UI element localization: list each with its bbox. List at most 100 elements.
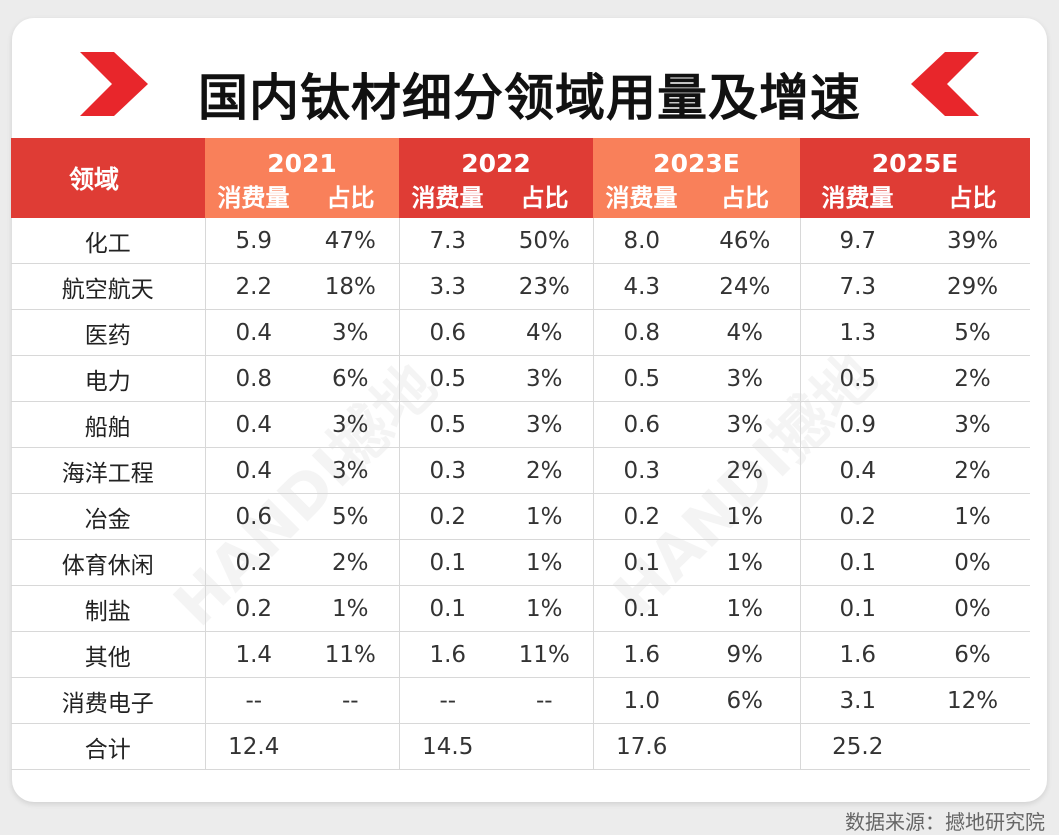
table-row: 船舶 0.4 3% 0.5 3% 0.6 3% 0.9 3% (11, 401, 1031, 448)
share-cell: 3% (915, 401, 1031, 448)
share-cell: 1% (302, 585, 399, 632)
share-cell: 4% (496, 309, 593, 356)
share-cell: 2% (915, 447, 1031, 494)
share-cell: 5% (915, 309, 1031, 356)
table-row: 冶金 0.6 5% 0.2 1% 0.2 1% 0.2 1% (11, 493, 1031, 540)
consumption-cell: 0.1 (398, 585, 496, 632)
area-cell: 船舶 (11, 401, 205, 448)
consumption-cell: 0.8 (204, 355, 302, 402)
consumption-cell: 0.5 (398, 355, 496, 402)
consumption-cell: 3.1 (799, 677, 916, 724)
area-header: 领域 (11, 138, 205, 218)
area-cell: 合计 (11, 723, 205, 770)
table-row: 化工 5.9 47% 7.3 50% 8.0 46% 9.7 39% (11, 218, 1031, 264)
consumption-cell: 5.9 (204, 218, 302, 264)
share-cell: 1% (915, 493, 1031, 540)
share-cell: 18% (302, 263, 399, 310)
share-cell: 1% (496, 539, 593, 586)
table-row: 海洋工程 0.4 3% 0.3 2% 0.3 2% 0.4 2% (11, 447, 1031, 494)
area-cell: 冶金 (11, 493, 205, 540)
area-cell: 化工 (11, 218, 205, 264)
area-cell: 制盐 (11, 585, 205, 632)
share-cell: 12% (915, 677, 1031, 724)
share-cell: 47% (302, 218, 399, 264)
share-cell: 24% (690, 263, 801, 310)
consumption-cell: 0.8 (592, 309, 690, 356)
table-row: 医药 0.4 3% 0.6 4% 0.8 4% 1.3 5% (11, 309, 1031, 356)
share-cell (690, 723, 801, 770)
consumption-cell: 3.3 (398, 263, 496, 310)
share-cell: 3% (496, 355, 593, 402)
consumption-cell: 0.2 (799, 493, 916, 540)
sub-header-consumption: 消费量 (800, 178, 916, 218)
sub-header-share: 占比 (915, 178, 1031, 218)
share-cell: 6% (690, 677, 801, 724)
consumption-cell: 0.3 (592, 447, 690, 494)
consumption-cell: 25.2 (799, 723, 916, 770)
consumption-cell: 4.3 (592, 263, 690, 310)
consumption-cell: 0.6 (204, 493, 302, 540)
consumption-cell: 12.4 (204, 723, 302, 770)
share-cell: 2% (915, 355, 1031, 402)
table-row: 制盐 0.2 1% 0.1 1% 0.1 1% 0.1 0% (11, 585, 1031, 632)
consumption-cell: 1.6 (398, 631, 496, 678)
consumption-cell: 0.5 (592, 355, 690, 402)
share-cell: 3% (690, 401, 801, 448)
consumption-cell: 9.7 (799, 218, 916, 264)
share-cell: 2% (496, 447, 593, 494)
share-cell: 11% (302, 631, 399, 678)
share-cell: 1% (496, 493, 593, 540)
consumption-cell: 7.3 (398, 218, 496, 264)
share-cell: 23% (496, 263, 593, 310)
share-cell: 39% (915, 218, 1031, 264)
area-cell: 海洋工程 (11, 447, 205, 494)
share-cell: 3% (690, 355, 801, 402)
share-cell: 6% (915, 631, 1031, 678)
consumption-cell: 0.1 (799, 539, 916, 586)
area-cell: 体育休闲 (11, 539, 205, 586)
consumption-cell: 1.0 (592, 677, 690, 724)
share-cell: 29% (915, 263, 1031, 310)
table-row: 合计 12.4 14.5 17.6 25.2 (11, 723, 1031, 770)
sub-header-share: 占比 (302, 178, 399, 218)
share-cell: 6% (302, 355, 399, 402)
chevron-right-icon (80, 52, 148, 116)
consumption-cell: 1.4 (204, 631, 302, 678)
share-cell (302, 723, 399, 770)
share-cell: 4% (690, 309, 801, 356)
consumption-cell: 0.2 (204, 585, 302, 632)
sub-header-share: 占比 (496, 178, 593, 218)
share-cell: 3% (302, 447, 399, 494)
consumption-cell: 1.6 (592, 631, 690, 678)
share-cell: 3% (302, 401, 399, 448)
period-header: 2025E (800, 138, 1031, 178)
share-cell: 5% (302, 493, 399, 540)
share-cell: 0% (915, 539, 1031, 586)
table-row: 消费电子 -- -- -- -- 1.0 6% 3.1 12% (11, 677, 1031, 724)
share-cell (496, 723, 593, 770)
consumption-cell: 0.2 (592, 493, 690, 540)
area-cell: 电力 (11, 355, 205, 402)
share-cell: 1% (690, 539, 801, 586)
consumption-cell: 0.1 (592, 539, 690, 586)
title-row: 国内钛材细分领域用量及增速 (12, 18, 1047, 146)
share-cell (915, 723, 1031, 770)
consumption-cell: 0.1 (592, 585, 690, 632)
area-cell: 医药 (11, 309, 205, 356)
consumption-cell: 17.6 (592, 723, 690, 770)
share-cell: 9% (690, 631, 801, 678)
consumption-cell: 0.4 (204, 401, 302, 448)
consumption-cell: 1.6 (799, 631, 916, 678)
table-row: 航空航天 2.2 18% 3.3 23% 4.3 24% 7.3 29% (11, 263, 1031, 310)
share-cell: 1% (690, 493, 801, 540)
source-note: 数据来源：撼地研究院 (845, 810, 1045, 834)
consumption-cell: 0.4 (204, 447, 302, 494)
data-table: 领域 2021 2022 2023E 2025E 消费量 占比 消费量 占比 消… (11, 138, 1031, 770)
share-cell: -- (496, 677, 593, 724)
chevron-left-icon (911, 52, 979, 116)
share-cell: 3% (496, 401, 593, 448)
table-row: 电力 0.8 6% 0.5 3% 0.5 3% 0.5 2% (11, 355, 1031, 402)
consumption-cell: 2.2 (204, 263, 302, 310)
share-cell: 3% (302, 309, 399, 356)
consumption-cell: -- (204, 677, 302, 724)
